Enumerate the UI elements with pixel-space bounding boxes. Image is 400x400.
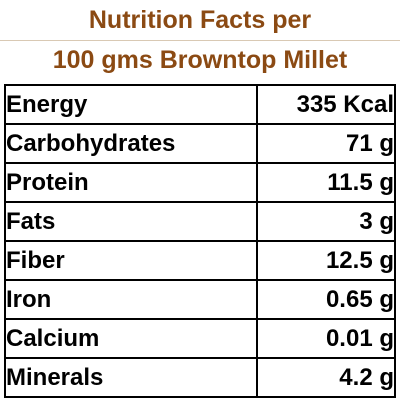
nutrient-value: 3 g bbox=[256, 201, 396, 242]
table-row: Carbohydrates 71 g bbox=[4, 123, 396, 164]
nutrient-value: 0.65 g bbox=[256, 279, 396, 320]
nutrient-value: 11.5 g bbox=[256, 162, 396, 203]
table-row: Fats 3 g bbox=[4, 201, 396, 242]
title-line-2: 100 gms Browntop Millet bbox=[52, 46, 348, 74]
nutrient-name: Iron bbox=[4, 279, 258, 320]
nutrient-name: Minerals bbox=[4, 357, 258, 398]
table-row: Minerals 4.2 g bbox=[4, 357, 396, 398]
table-row: Protein 11.5 g bbox=[4, 162, 396, 203]
table-row: Energy 335 Kcal bbox=[4, 84, 396, 125]
table-row: Fiber 12.5 g bbox=[4, 240, 396, 281]
nutrient-name: Fiber bbox=[4, 240, 258, 281]
nutrient-value: 0.01 g bbox=[256, 318, 396, 359]
nutrient-value: 71 g bbox=[256, 123, 396, 164]
nutrient-value: 335 Kcal bbox=[256, 84, 396, 125]
title-divider bbox=[0, 40, 400, 41]
nutrient-value: 12.5 g bbox=[256, 240, 396, 281]
table-row: Calcium 0.01 g bbox=[4, 318, 396, 359]
nutrient-name: Calcium bbox=[4, 318, 258, 359]
nutrient-name: Protein bbox=[4, 162, 258, 203]
table-row: Iron 0.65 g bbox=[4, 279, 396, 320]
title-line-1: Nutrition Facts per bbox=[88, 6, 312, 34]
nutrient-name: Fats bbox=[4, 201, 258, 242]
nutrient-name: Carbohydrates bbox=[4, 123, 258, 164]
nutrient-name: Energy bbox=[4, 84, 258, 125]
nutrient-value: 4.2 g bbox=[256, 357, 396, 398]
nutrition-table: Energy 335 Kcal Carbohydrates 71 g Prote… bbox=[4, 84, 396, 398]
